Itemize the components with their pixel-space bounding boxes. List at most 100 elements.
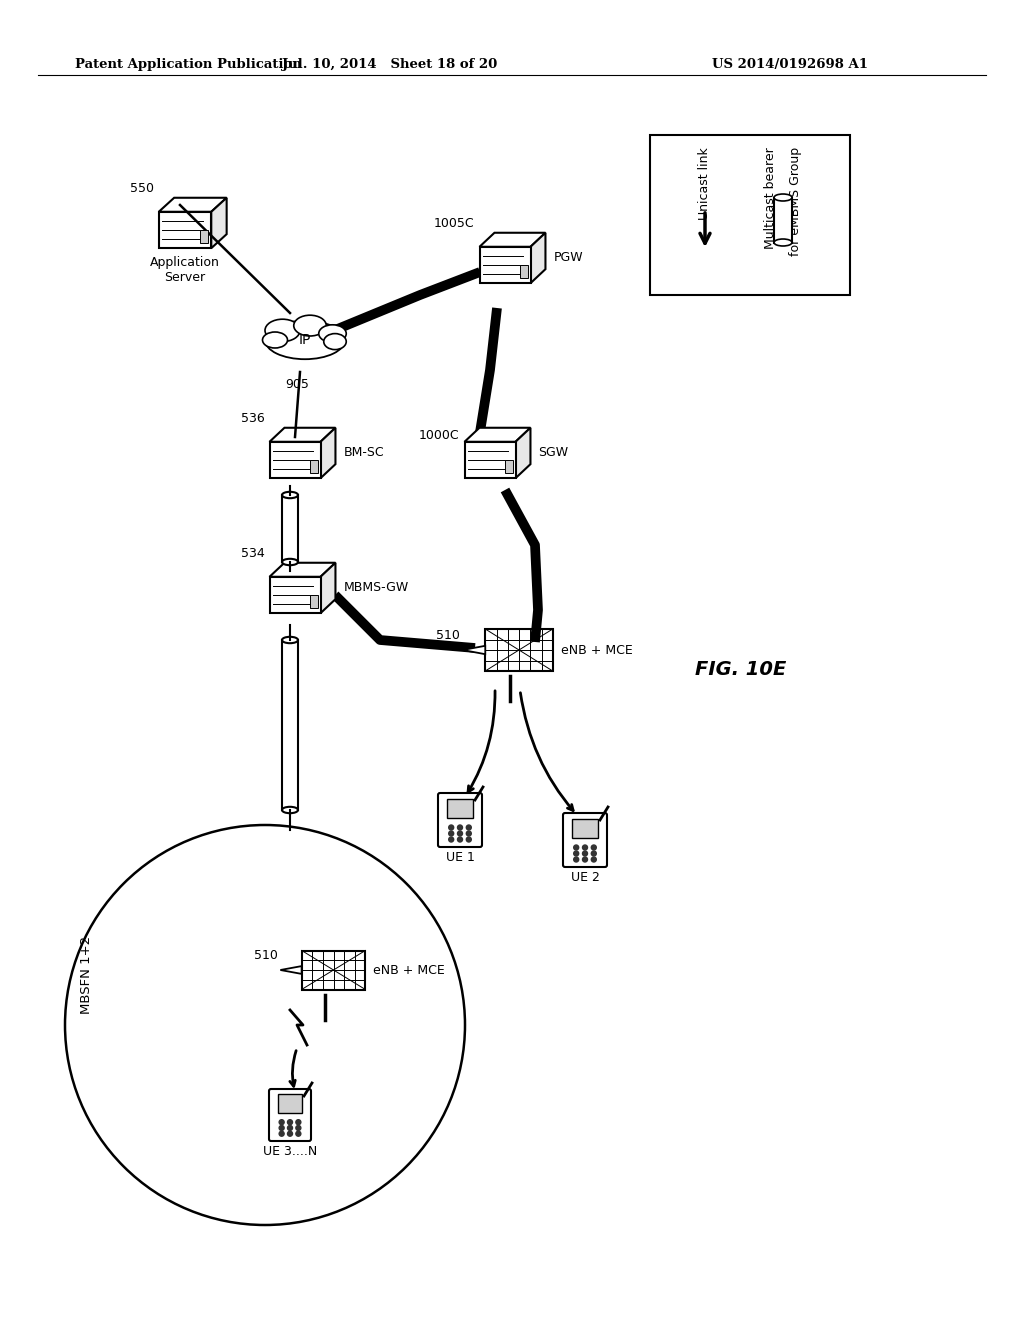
FancyBboxPatch shape — [563, 813, 607, 867]
Circle shape — [591, 845, 596, 850]
FancyBboxPatch shape — [438, 793, 482, 847]
Text: UE 1: UE 1 — [445, 851, 474, 865]
Bar — [201, 230, 208, 243]
Ellipse shape — [282, 558, 298, 565]
Circle shape — [296, 1126, 301, 1130]
Text: 550: 550 — [130, 182, 154, 195]
Ellipse shape — [282, 807, 298, 813]
Bar — [282, 495, 298, 562]
Text: FIG. 10E: FIG. 10E — [695, 660, 786, 678]
Text: SGW: SGW — [539, 446, 568, 459]
Circle shape — [591, 857, 596, 862]
Circle shape — [466, 825, 471, 830]
Ellipse shape — [282, 636, 298, 643]
Polygon shape — [269, 562, 336, 577]
Bar — [269, 577, 321, 614]
Bar — [309, 595, 317, 607]
Circle shape — [280, 1119, 284, 1125]
Text: PGW: PGW — [553, 252, 583, 264]
Circle shape — [449, 825, 454, 830]
Polygon shape — [530, 232, 546, 284]
Polygon shape — [515, 428, 530, 478]
Bar — [479, 247, 530, 284]
Text: 536: 536 — [241, 412, 264, 425]
Text: for eMBMS Group: for eMBMS Group — [788, 147, 802, 256]
Ellipse shape — [265, 319, 300, 342]
Polygon shape — [465, 428, 530, 442]
Polygon shape — [159, 198, 226, 211]
Bar — [278, 1094, 302, 1113]
Text: Jul. 10, 2014   Sheet 18 of 20: Jul. 10, 2014 Sheet 18 of 20 — [283, 58, 498, 71]
FancyBboxPatch shape — [269, 1089, 311, 1140]
Polygon shape — [321, 428, 336, 478]
Ellipse shape — [262, 333, 288, 348]
Circle shape — [466, 837, 471, 842]
Circle shape — [583, 851, 588, 855]
Ellipse shape — [324, 334, 346, 350]
Text: 905: 905 — [285, 378, 309, 391]
Ellipse shape — [265, 321, 345, 359]
Text: 1005C: 1005C — [434, 216, 474, 230]
Bar — [269, 442, 321, 478]
Circle shape — [573, 851, 579, 855]
Text: eNB + MCE: eNB + MCE — [561, 644, 633, 656]
Text: US 2014/0192698 A1: US 2014/0192698 A1 — [712, 58, 868, 71]
Circle shape — [65, 825, 465, 1225]
Circle shape — [296, 1119, 301, 1125]
Bar — [447, 799, 473, 817]
Text: Patent Application Publication: Patent Application Publication — [75, 58, 302, 71]
Ellipse shape — [318, 325, 346, 342]
Bar — [572, 818, 598, 837]
Bar — [774, 198, 792, 243]
Polygon shape — [479, 232, 546, 247]
Ellipse shape — [774, 239, 792, 246]
Ellipse shape — [294, 315, 327, 337]
Circle shape — [591, 851, 596, 855]
Text: BM-SC: BM-SC — [343, 446, 384, 459]
Bar — [465, 442, 515, 478]
Circle shape — [583, 857, 588, 862]
Circle shape — [288, 1126, 293, 1130]
Circle shape — [573, 845, 579, 850]
Text: UE 2: UE 2 — [570, 871, 599, 884]
Polygon shape — [321, 562, 336, 614]
Circle shape — [280, 1131, 284, 1137]
Circle shape — [296, 1131, 301, 1137]
Circle shape — [583, 845, 588, 850]
Text: MBSFN 1+2: MBSFN 1+2 — [80, 936, 93, 1014]
Text: 510: 510 — [254, 949, 278, 962]
Circle shape — [449, 837, 454, 842]
Ellipse shape — [774, 194, 792, 201]
Circle shape — [466, 832, 471, 836]
Bar — [159, 211, 211, 248]
Bar — [485, 630, 553, 671]
Bar — [505, 459, 512, 473]
Text: MBMS-GW: MBMS-GW — [343, 582, 409, 594]
Bar — [309, 459, 317, 473]
Text: 534: 534 — [241, 546, 264, 560]
Bar — [650, 135, 850, 294]
Circle shape — [458, 825, 463, 830]
Polygon shape — [269, 428, 336, 442]
Text: Application
Server: Application Server — [151, 256, 220, 284]
Text: Multicast bearer: Multicast bearer — [764, 147, 776, 248]
Circle shape — [288, 1119, 293, 1125]
Bar — [282, 640, 298, 810]
Bar — [519, 265, 527, 277]
Text: Unicast link: Unicast link — [698, 147, 712, 219]
Text: IP: IP — [299, 333, 311, 347]
Text: UE 3....N: UE 3....N — [263, 1144, 317, 1158]
Polygon shape — [211, 198, 226, 248]
Circle shape — [449, 832, 454, 836]
Circle shape — [458, 832, 463, 836]
Circle shape — [458, 837, 463, 842]
Circle shape — [573, 857, 579, 862]
Circle shape — [288, 1131, 293, 1137]
Polygon shape — [281, 966, 302, 974]
Text: 510: 510 — [436, 630, 460, 642]
Text: 1000C: 1000C — [419, 429, 460, 442]
Bar — [302, 950, 366, 990]
Circle shape — [280, 1126, 284, 1130]
Text: eNB + MCE: eNB + MCE — [374, 964, 445, 977]
Polygon shape — [463, 645, 485, 655]
